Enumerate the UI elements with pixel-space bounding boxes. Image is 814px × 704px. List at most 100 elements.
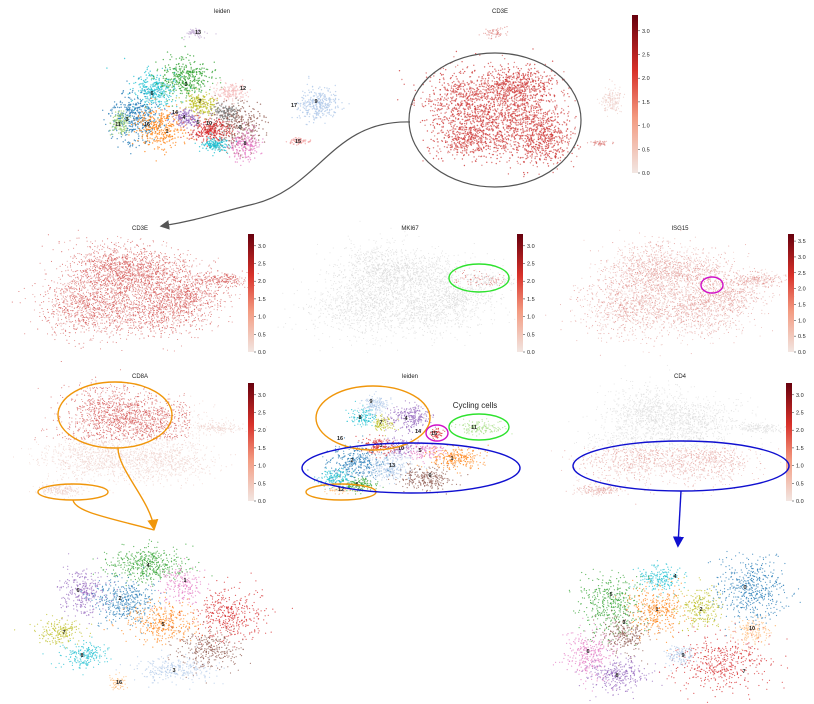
highlight-ellipse: [700, 276, 724, 294]
cluster-label: 5: [161, 622, 164, 628]
cluster-label: 0: [238, 125, 241, 131]
colorbar-tick: 0.0: [527, 350, 535, 356]
colorbar: 0.0 0.5 1.0 1.5 2.0 2.5 3.0: [248, 383, 266, 505]
colorbar: 0.0 0.5 1.0 1.5 2.0 2.5 3.0: [786, 383, 804, 505]
colorbar: 0.0 0.5 1.0 1.5 2.0 2.5 3.0: [248, 234, 266, 356]
panel-mki67: MKI67 0.0 0.5 1.0 1.5 2.0 2.5 3.0: [277, 220, 535, 356]
colorbar-tick: 2.5: [258, 411, 266, 417]
colorbar-tick: 3.0: [258, 244, 266, 250]
arrow-to-cd8-subset: [117, 447, 159, 531]
cluster-label: 7: [379, 420, 382, 426]
highlight-ellipse: [315, 385, 431, 451]
colorbar-tick: 1.5: [258, 297, 266, 303]
colorbar-tick: 2.0: [796, 428, 804, 434]
cluster-label: 8: [358, 415, 361, 421]
cluster-label: 3: [125, 117, 128, 123]
colorbar-tick: 0.0: [258, 499, 266, 505]
colorbar-tick: 1.5: [258, 446, 266, 452]
colorbar-tick: 0.0: [796, 499, 804, 505]
cluster-label: 4: [404, 416, 408, 422]
cluster-label: 8: [243, 141, 246, 147]
cluster-label: 9: [681, 653, 684, 659]
cluster-label: 11: [471, 425, 477, 431]
cycling-cells-annotation: Cycling cells: [453, 401, 497, 410]
cluster-label: 1: [450, 456, 453, 462]
umap-scatter: [11, 229, 260, 352]
cluster-label: 10: [398, 446, 404, 452]
cluster-label: 4: [182, 115, 186, 121]
colorbar-tick: 0.5: [796, 481, 804, 487]
colorbar-gradient: [248, 234, 254, 352]
colorbar-tick: 1.5: [796, 446, 804, 452]
colorbar-gradient: [632, 15, 638, 173]
arrow-to-subset: [159, 121, 411, 230]
panel-title: CD8A: [132, 374, 148, 380]
cluster-label: 16: [337, 436, 343, 442]
colorbar-gradient: [786, 383, 792, 501]
colorbar-tick: 0.5: [258, 481, 266, 487]
cluster-label: 7: [198, 99, 201, 105]
colorbar-tick: 1.0: [258, 464, 266, 470]
cluster-label: 6: [586, 649, 589, 655]
panel-cd8a: CD8A 0.0 0.5 1.0 1.5 2.0 2.5 3.0: [12, 360, 268, 505]
umap-scatter: [12, 360, 268, 500]
colorbar-tick: 2.0: [798, 287, 806, 293]
colorbar-tick: 3.0: [642, 29, 650, 35]
panel-title: CD3E: [132, 226, 148, 232]
colorbar-tick: 0.5: [527, 332, 535, 338]
panel-cd4: CD4 0.0 0.5 1.0 1.5 2.0 2.5 3.0: [550, 364, 804, 505]
cluster-label: 12: [240, 86, 246, 92]
colorbar-tick: 3.0: [796, 393, 804, 399]
panel-title: ISG15: [671, 226, 689, 232]
colorbar-gradient: [788, 234, 794, 352]
colorbar-tick: 2.5: [796, 411, 804, 417]
arrow-to-cd4-subset: [672, 490, 685, 548]
cluster-label: 5: [196, 120, 199, 126]
colorbar-tick: 0.0: [642, 171, 650, 177]
panel-title: CD3E: [492, 9, 508, 15]
colorbar-tick: 2.0: [642, 76, 650, 82]
colorbar-tick: 1.0: [642, 124, 650, 130]
colorbar-tick: 2.5: [642, 53, 650, 59]
colorbar-tick: 1.0: [796, 464, 804, 470]
cluster-label: 14: [415, 429, 422, 435]
cluster-label: 0: [428, 473, 431, 479]
cluster-label: 5: [418, 448, 421, 454]
colorbar-tick: 2.5: [527, 262, 535, 268]
colorbar-tick: 1.0: [258, 315, 266, 321]
panel-cd3e: CD3E 0.0 0.5 1.0 1.5 2.0 2.5 3.0: [11, 226, 266, 356]
panel-title: leiden: [214, 9, 230, 15]
colorbar-tick: 2.0: [527, 279, 535, 285]
colorbar-gradient: [248, 383, 254, 501]
umap-scatter: [545, 229, 795, 357]
cluster-label: 0: [743, 585, 746, 591]
cluster-label: 11: [115, 122, 121, 128]
cluster-label: 9: [369, 399, 372, 405]
colorbar-gradient: [517, 234, 523, 352]
cluster-label: 8: [615, 673, 618, 679]
cluster-label: 17: [291, 103, 297, 109]
cluster-label: 10: [206, 121, 212, 127]
cluster-label: 8: [80, 653, 83, 659]
cluster-label: 1: [165, 129, 168, 135]
cluster-label: 13: [389, 463, 395, 469]
umap-scatter: 4 0 5 1 2 3 7 10 9 6 8: [552, 550, 801, 703]
cluster-label: 15: [295, 139, 301, 145]
colorbar-tick: 2.5: [798, 271, 806, 277]
colorbar-tick: 2.0: [258, 428, 266, 434]
panel-cd8-subcluster: 4 6 2 1 7 8 16 3 5: [14, 539, 293, 691]
highlight-ellipse: [57, 381, 173, 449]
colorbar-tick: 3.0: [527, 244, 535, 250]
colorbar-tick: 3.0: [258, 393, 266, 399]
cluster-label: 6: [150, 91, 153, 97]
colorbar-tick: 1.0: [527, 315, 535, 321]
panel-title: MKI67: [401, 226, 419, 232]
highlight-ellipse: [425, 424, 449, 442]
cluster-label: 3: [379, 443, 382, 449]
panel-top-cd3e: CD3E 0.0 0.5 1.0 1.5 2.0 2.5 3.0: [397, 9, 650, 188]
colorbar: 0.0 0.5 1.0 1.5 2.0 2.5 3.0 3.5: [788, 234, 806, 356]
highlight-ellipse: [301, 442, 521, 494]
